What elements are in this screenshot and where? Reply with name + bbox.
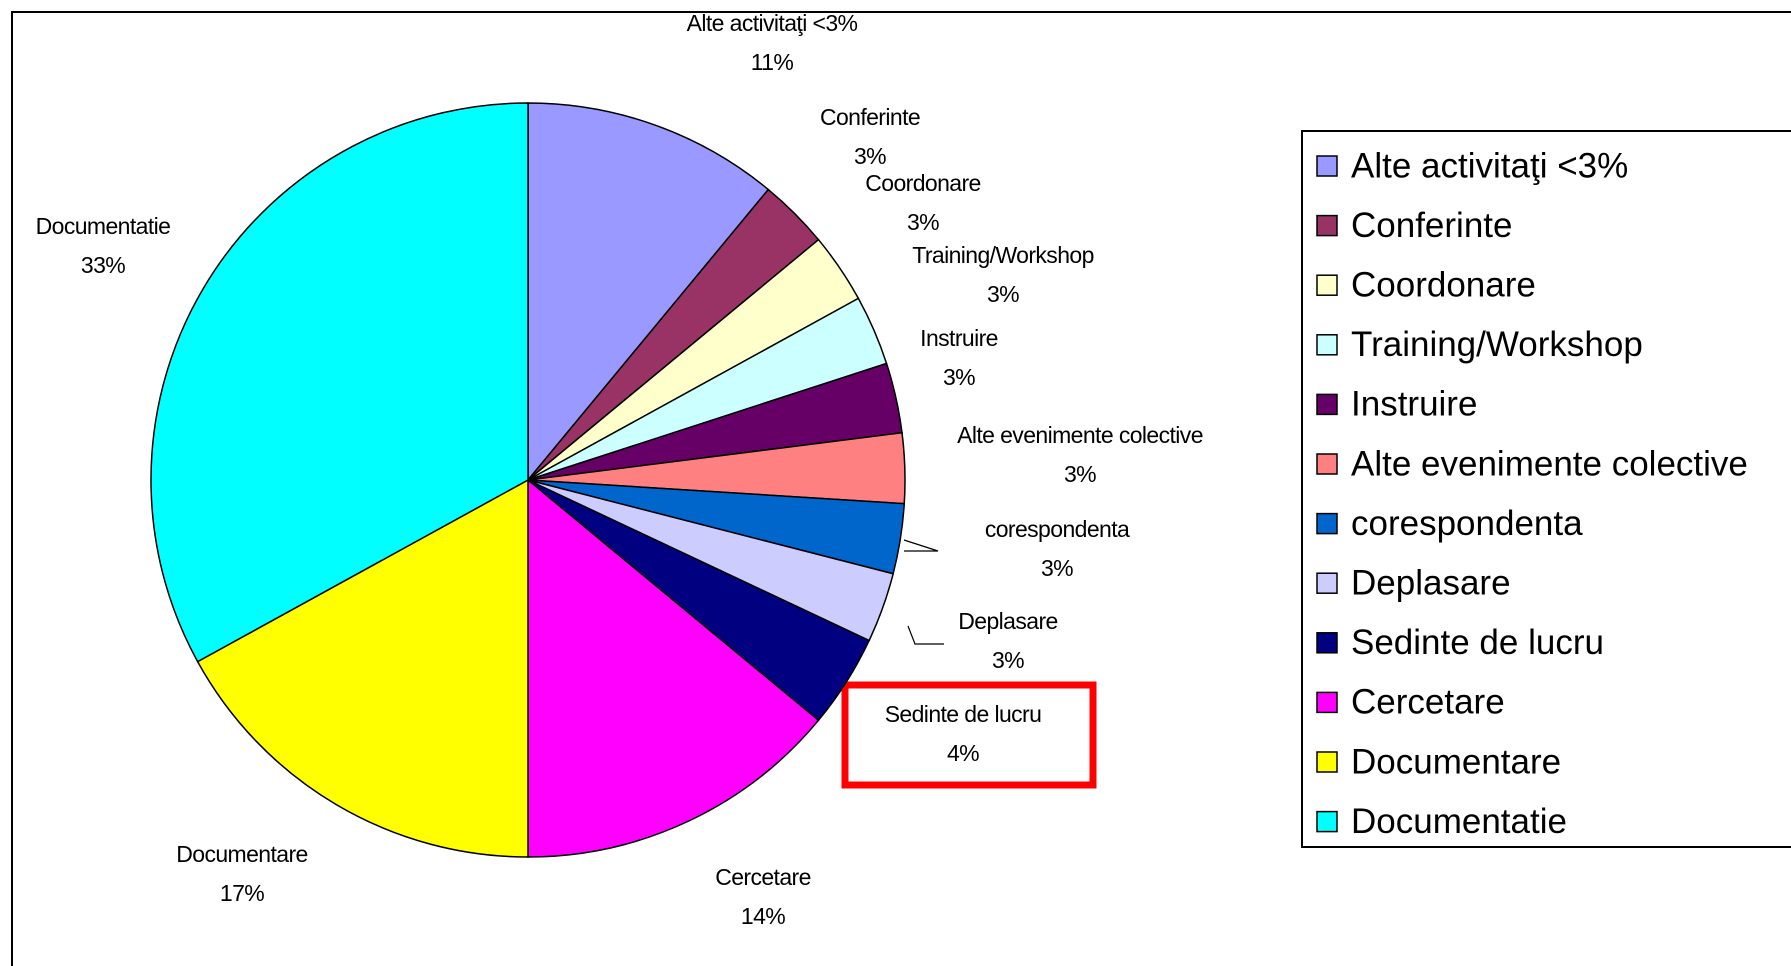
legend-label: Cercetare bbox=[1351, 683, 1505, 722]
slice-label: Instruire bbox=[920, 325, 998, 351]
slice-value-label: 3% bbox=[1041, 555, 1073, 581]
slice-value-label: 4% bbox=[947, 740, 979, 766]
slice-value-label: 3% bbox=[1064, 461, 1096, 487]
legend-swatch bbox=[1316, 334, 1338, 356]
slice-label: Cercetare bbox=[715, 864, 811, 890]
slice-label: Sedinte de lucru bbox=[885, 701, 1042, 727]
legend-label: Deplasare bbox=[1351, 563, 1511, 602]
chart-frame bbox=[11, 11, 1791, 966]
legend-label: Alte evenimente colective bbox=[1351, 444, 1748, 483]
slice-value-label: 3% bbox=[907, 209, 939, 235]
legend-label: Sedinte de lucru bbox=[1351, 623, 1604, 662]
slice-label: Alte evenimente colective bbox=[957, 422, 1203, 448]
legend-swatch bbox=[1316, 214, 1338, 237]
legend-label: Documentare bbox=[1351, 742, 1561, 781]
legend-label: Training/Workshop bbox=[1351, 325, 1643, 364]
legend-swatch bbox=[1316, 393, 1338, 416]
slice-label: Conferinte bbox=[820, 104, 920, 130]
slice-label: Deplasare bbox=[958, 608, 1057, 634]
legend-swatch bbox=[1316, 453, 1338, 475]
leader-line bbox=[903, 539, 939, 552]
slice-value-label: 3% bbox=[987, 281, 1019, 307]
legend-swatch bbox=[1316, 632, 1338, 654]
slice-value-label: 3% bbox=[992, 647, 1024, 673]
slice-value-label: 11% bbox=[751, 49, 794, 75]
highlight-box bbox=[841, 681, 1097, 789]
slice-label: Training/Workshop bbox=[912, 242, 1094, 268]
pie bbox=[150, 102, 906, 858]
slice-value-label: 14% bbox=[741, 903, 785, 929]
legend-box bbox=[1301, 130, 1791, 848]
leader-line bbox=[907, 625, 944, 645]
legend-label: Alte activitaţi <3% bbox=[1351, 146, 1628, 185]
legend-label: corespondenta bbox=[1351, 504, 1583, 543]
slice-value-label: 17% bbox=[220, 880, 264, 906]
legend-swatch bbox=[1316, 512, 1338, 535]
pie-slice bbox=[196, 478, 529, 858]
legend-swatch bbox=[1316, 572, 1338, 594]
legend-swatch bbox=[1316, 751, 1338, 773]
legend-label: Conferinte bbox=[1351, 206, 1512, 245]
legend-label: Instruire bbox=[1351, 385, 1477, 424]
legend-label: Coordonare bbox=[1351, 265, 1536, 304]
slice-value-label: 3% bbox=[854, 143, 886, 169]
legend-swatch bbox=[1316, 810, 1338, 833]
legend-swatch bbox=[1316, 155, 1338, 177]
legend-swatch bbox=[1316, 274, 1338, 296]
legend-label: Documentatie bbox=[1351, 802, 1567, 841]
slice-label: Documentatie bbox=[36, 213, 171, 239]
legend-swatch bbox=[1316, 691, 1338, 714]
slice-label: Documentare bbox=[176, 841, 307, 867]
slice-label: Coordonare bbox=[865, 170, 980, 196]
pie-slice bbox=[150, 102, 529, 663]
slice-label: corespondenta bbox=[985, 516, 1130, 542]
pie-slice bbox=[527, 102, 770, 483]
slice-value-label: 33% bbox=[81, 252, 125, 278]
slice-label: Alte activitaţi <3% bbox=[687, 10, 858, 36]
slice-value-label: 3% bbox=[943, 364, 975, 390]
pie-slice bbox=[527, 478, 820, 858]
